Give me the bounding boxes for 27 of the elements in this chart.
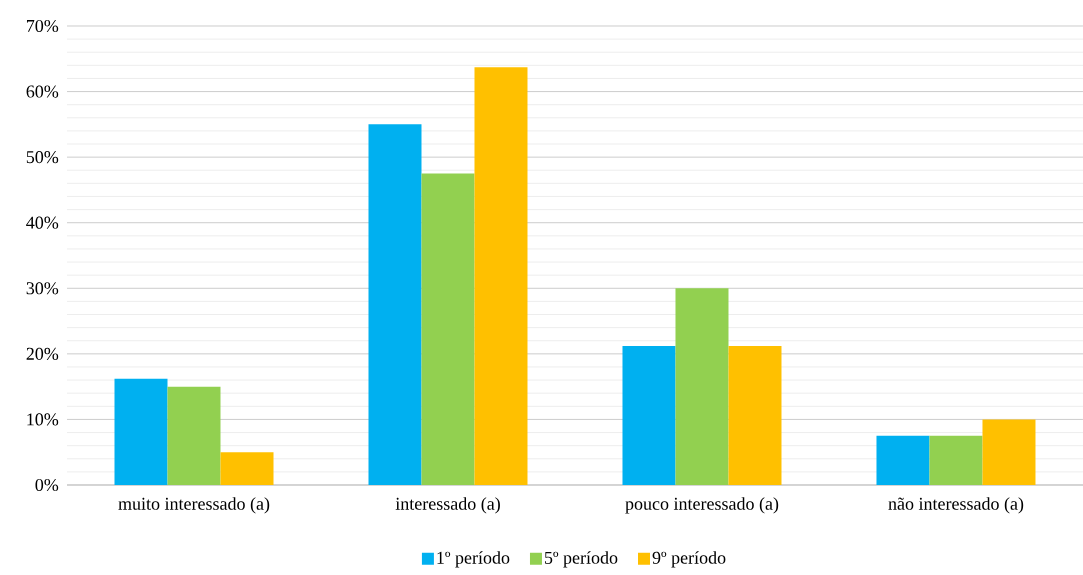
- y-tick-label: 30%: [26, 282, 59, 295]
- y-tick-label: 40%: [26, 216, 59, 229]
- legend-label: 9º período: [652, 551, 726, 568]
- bar: [421, 173, 475, 485]
- bar: [982, 419, 1036, 485]
- bar: [368, 124, 422, 485]
- legend-label: 5º período: [545, 551, 618, 568]
- x-tick-label: pouco interessado (a): [625, 497, 779, 514]
- bar: [167, 386, 221, 485]
- x-tick-label: interessado (a): [395, 497, 500, 514]
- bar: [114, 378, 168, 485]
- bar: [474, 67, 528, 485]
- y-tick-label: 10%: [27, 413, 59, 426]
- y-tick-label: 20%: [26, 347, 59, 360]
- bar: [622, 345, 676, 485]
- y-tick-label: 70%: [26, 19, 59, 33]
- bar: [675, 288, 729, 485]
- x-tick-label: não interessado (a): [888, 497, 1024, 514]
- y-tick-label: 50%: [26, 151, 59, 164]
- legend-label: 1º período: [437, 551, 510, 568]
- bar: [220, 452, 274, 485]
- x-tick-label: muito interessado (a): [118, 497, 270, 514]
- bar: [876, 435, 930, 485]
- bar: [728, 345, 782, 485]
- y-tick-label: 60%: [26, 85, 59, 98]
- y-tick-label: 0%: [35, 478, 59, 492]
- bar: [929, 435, 983, 485]
